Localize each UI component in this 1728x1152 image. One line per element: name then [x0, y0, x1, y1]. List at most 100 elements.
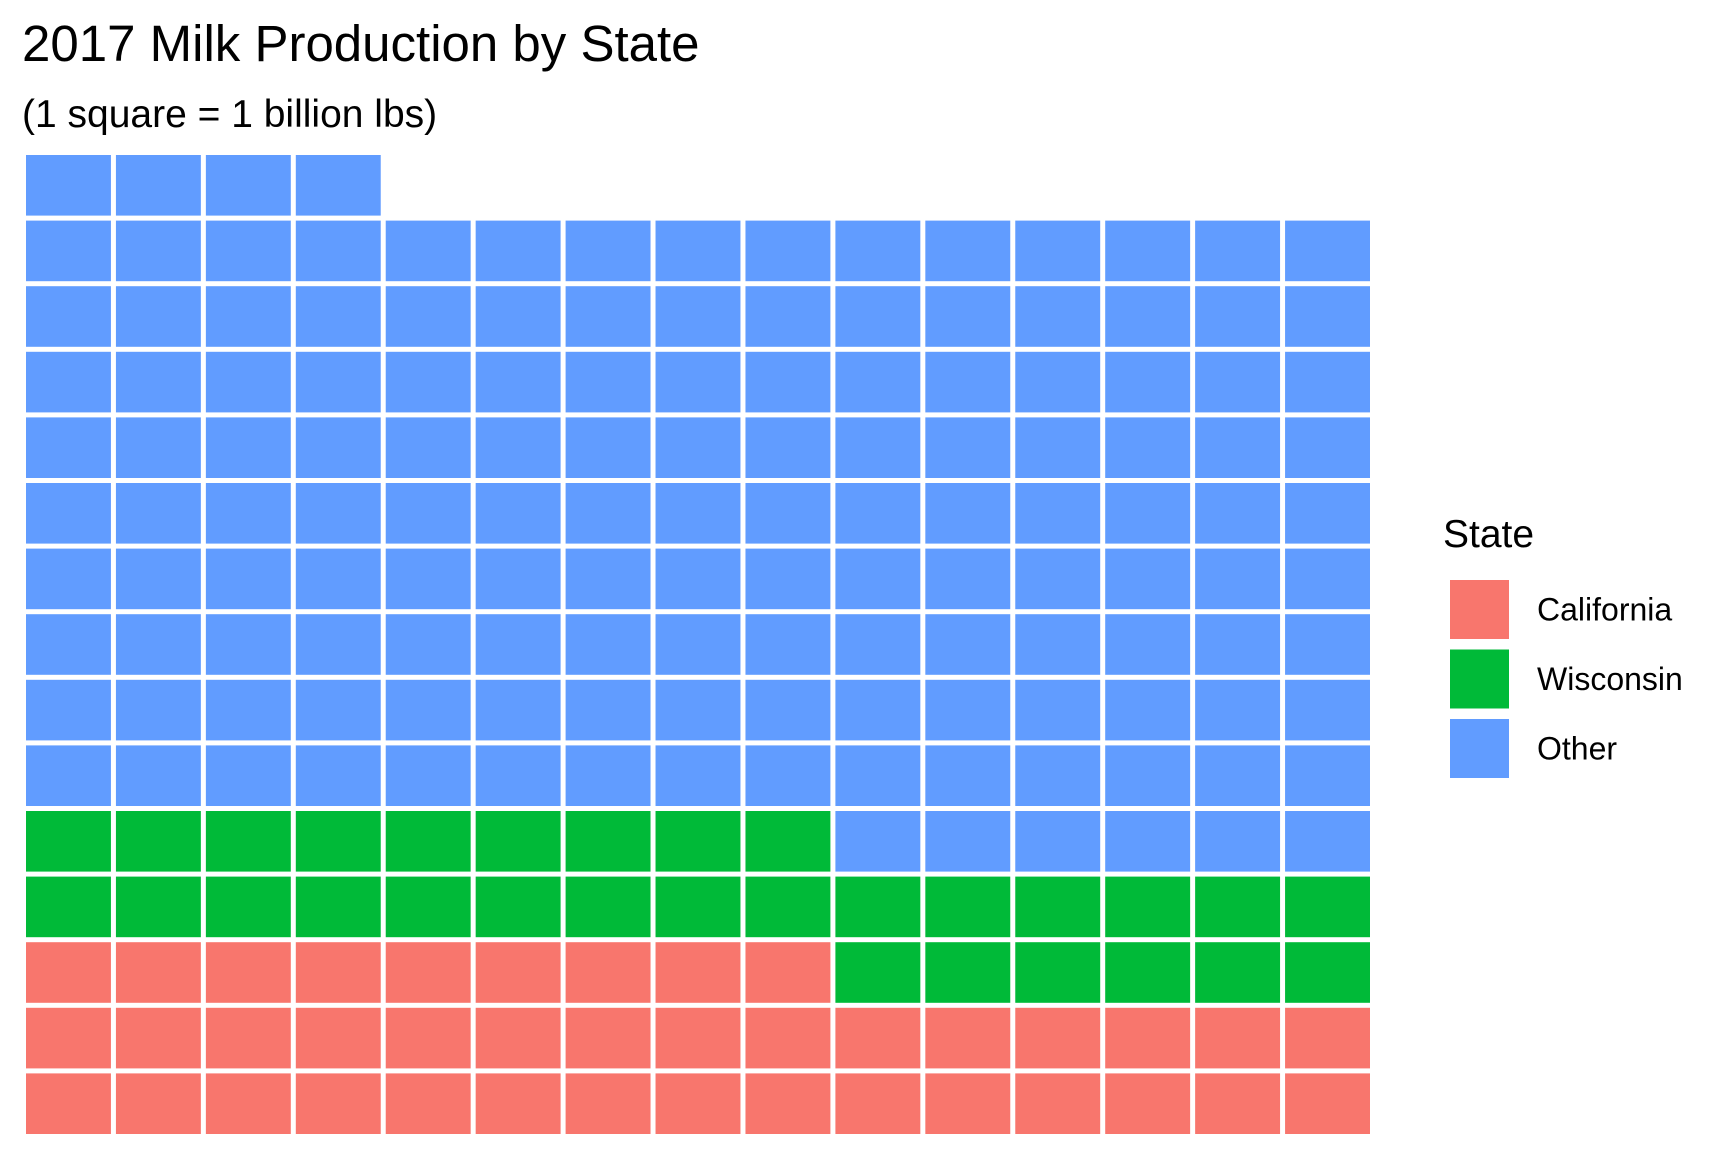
- waffle-square-other-58: [565, 548, 651, 610]
- waffle-square-california-30: [1285, 1007, 1370, 1069]
- waffle-square-other-94: [1105, 417, 1191, 478]
- waffle-square-other-89: [655, 417, 741, 478]
- waffle-square-other-77: [925, 483, 1011, 544]
- waffle-square-california-3: [205, 1073, 291, 1134]
- waffle-square-other-139: [1105, 220, 1191, 282]
- waffle-square-other-21: [1285, 745, 1370, 806]
- waffle-square-california-24: [745, 1007, 831, 1069]
- waffle-square-other-65: [1195, 548, 1281, 610]
- waffle-square-wisconsin-23: [115, 811, 201, 872]
- waffle-square-other-70: [295, 483, 381, 544]
- waffle-square-other-10: [295, 745, 381, 806]
- waffle-square-other-34: [1105, 679, 1191, 741]
- waffle-square-california-1: [26, 1073, 111, 1134]
- waffle-square-california-15: [1285, 1073, 1370, 1134]
- waffle-square-california-37: [565, 942, 651, 1003]
- waffle-square-wisconsin-9: [205, 876, 291, 938]
- waffle-square-california-17: [115, 1007, 201, 1069]
- waffle-square-california-16: [26, 1007, 111, 1069]
- waffle-square-california-13: [1105, 1073, 1191, 1134]
- waffle-square-california-36: [475, 942, 561, 1003]
- waffle-square-wisconsin-24: [205, 811, 291, 872]
- waffle-square-other-134: [655, 220, 741, 282]
- waffle-square-california-20: [385, 1007, 471, 1069]
- waffle-square-other-24: [205, 679, 291, 741]
- waffle-square-other-12: [475, 745, 561, 806]
- waffle-square-other-67: [26, 483, 111, 544]
- waffle-square-other-138: [1015, 220, 1101, 282]
- waffle-square-other-50: [1195, 614, 1281, 675]
- waffle-square-other-45: [745, 614, 831, 675]
- chart-subtitle: (1 square = 1 billion lbs): [22, 93, 437, 136]
- waffle-square-other-78: [1015, 483, 1101, 544]
- waffle-square-other-7: [26, 745, 111, 806]
- waffle-square-other-71: [385, 483, 471, 544]
- waffle-square-other-18: [1015, 745, 1101, 806]
- waffle-square-california-31: [26, 942, 111, 1003]
- waffle-square-other-2: [925, 811, 1011, 872]
- waffle-square-california-25: [835, 1007, 921, 1069]
- waffle-square-other-27: [475, 679, 561, 741]
- waffle-square-other-109: [1105, 351, 1191, 413]
- waffle-square-other-105: [745, 351, 831, 413]
- waffle-square-other-112: [26, 286, 111, 347]
- waffle-square-other-136: [835, 220, 921, 282]
- waffle-square-other-88: [565, 417, 651, 478]
- chart-title: 2017 Milk Production by State: [22, 15, 700, 72]
- waffle-square-other-36: [1285, 679, 1370, 741]
- waffle-square-other-23: [115, 679, 201, 741]
- waffle-square-other-66: [1285, 548, 1370, 610]
- waffle-square-other-121: [835, 286, 921, 347]
- waffle-square-california-26: [925, 1007, 1011, 1069]
- waffle-square-other-39: [205, 614, 291, 675]
- waffle-square-other-86: [385, 417, 471, 478]
- waffle-square-other-103: [565, 351, 651, 413]
- waffle-square-california-28: [1105, 1007, 1191, 1069]
- waffle-square-other-97: [26, 351, 111, 413]
- waffle-square-other-51: [1285, 614, 1370, 675]
- waffle-square-wisconsin-14: [655, 876, 741, 938]
- waffle-square-other-81: [1285, 483, 1370, 544]
- waffle-square-other-15: [745, 745, 831, 806]
- waffle-square-other-93: [1015, 417, 1101, 478]
- waffle-square-wisconsin-25: [295, 811, 381, 872]
- waffle-square-other-127: [26, 220, 111, 282]
- waffle-square-other-102: [475, 351, 561, 413]
- waffle-square-other-142: [26, 155, 111, 216]
- waffle-square-california-11: [925, 1073, 1011, 1134]
- legend-label-other: Other: [1537, 731, 1617, 767]
- waffle-square-california-38: [655, 942, 741, 1003]
- legend-key-california: [1450, 580, 1509, 639]
- waffle-square-other-56: [385, 548, 471, 610]
- waffle-square-california-34: [295, 942, 381, 1003]
- waffle-square-california-21: [475, 1007, 561, 1069]
- waffle-square-california-32: [115, 942, 201, 1003]
- waffle-square-wisconsin-11: [385, 876, 471, 938]
- waffle-square-other-117: [475, 286, 561, 347]
- waffle-square-wisconsin-17: [925, 876, 1011, 938]
- waffle-square-other-118: [565, 286, 651, 347]
- waffle-square-other-84: [205, 417, 291, 478]
- waffle-square-other-61: [835, 548, 921, 610]
- waffle-square-california-23: [655, 1007, 741, 1069]
- waffle-square-other-100: [295, 351, 381, 413]
- waffle-square-california-8: [655, 1073, 741, 1134]
- waffle-square-other-145: [295, 155, 381, 216]
- waffle-square-wisconsin-29: [655, 811, 741, 872]
- waffle-square-wisconsin-3: [1015, 942, 1101, 1003]
- waffle-square-wisconsin-2: [925, 942, 1011, 1003]
- waffle-square-california-18: [205, 1007, 291, 1069]
- waffle-square-california-39: [745, 942, 831, 1003]
- waffle-square-other-37: [26, 614, 111, 675]
- legend-key-other: [1450, 719, 1509, 778]
- waffle-square-other-55: [295, 548, 381, 610]
- waffle-square-other-53: [115, 548, 201, 610]
- waffle-square-wisconsin-26: [385, 811, 471, 872]
- waffle-square-other-17: [925, 745, 1011, 806]
- waffle-square-wisconsin-21: [1285, 876, 1370, 938]
- waffle-square-other-90: [745, 417, 831, 478]
- waffle-square-other-108: [1015, 351, 1101, 413]
- waffle-square-other-4: [1105, 811, 1191, 872]
- waffle-square-other-57: [475, 548, 561, 610]
- waffle-square-other-120: [745, 286, 831, 347]
